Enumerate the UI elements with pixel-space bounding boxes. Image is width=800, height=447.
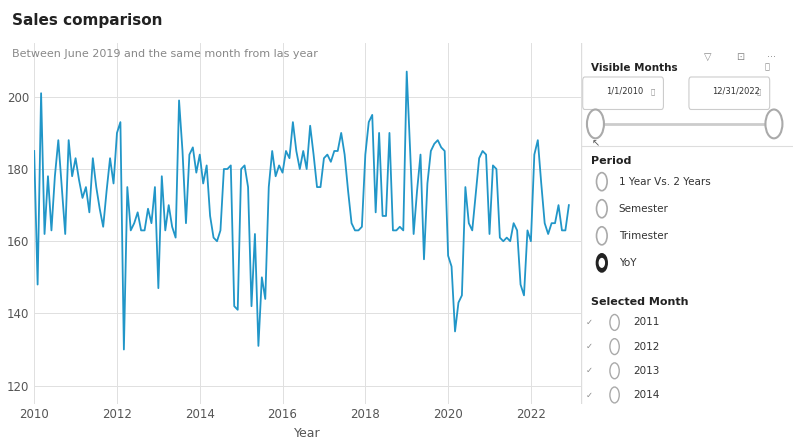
Circle shape [597,254,607,272]
Text: 📅: 📅 [757,88,761,95]
Text: 2013: 2013 [634,366,660,376]
Text: 1/1/2010: 1/1/2010 [606,87,643,96]
Circle shape [610,363,619,379]
Circle shape [610,315,619,330]
Text: 2014: 2014 [634,390,660,400]
Text: Trimester: Trimester [619,231,668,241]
Text: 🔗: 🔗 [765,63,770,72]
Circle shape [766,110,782,139]
FancyBboxPatch shape [582,77,663,110]
Text: ✓: ✓ [586,391,593,400]
Circle shape [599,258,604,267]
Circle shape [597,200,607,218]
Text: Selected Month: Selected Month [591,297,689,307]
X-axis label: Year: Year [294,427,321,440]
Text: ↖: ↖ [591,139,599,148]
Circle shape [587,110,604,139]
Text: ▽: ▽ [704,52,712,62]
Text: ✓: ✓ [586,318,593,327]
Circle shape [610,339,619,354]
Text: ···: ··· [767,52,776,62]
Text: Between June 2019 and the same month from las year: Between June 2019 and the same month fro… [12,49,318,59]
Text: Visible Months: Visible Months [591,63,678,72]
Text: 2012: 2012 [634,342,660,352]
Text: YoY: YoY [619,258,636,268]
FancyBboxPatch shape [689,77,770,110]
Circle shape [610,387,619,403]
Circle shape [597,227,607,245]
Text: Period: Period [591,156,631,166]
Text: 2011: 2011 [634,317,660,328]
Text: Semester: Semester [619,204,669,214]
Circle shape [597,173,607,191]
Text: Sales comparison: Sales comparison [12,13,162,29]
Text: 📅: 📅 [650,88,655,95]
Text: ✓: ✓ [586,342,593,351]
Text: ⊡: ⊡ [736,52,744,62]
Text: ✓: ✓ [586,366,593,375]
Text: 1 Year Vs. 2 Years: 1 Year Vs. 2 Years [619,177,710,187]
Text: 12/31/2022: 12/31/2022 [712,87,760,96]
